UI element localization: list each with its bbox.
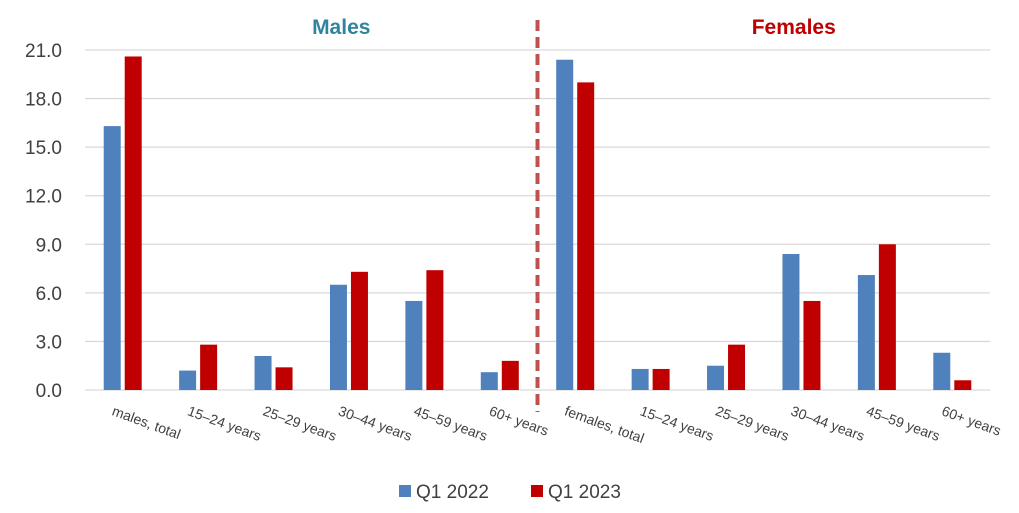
category-label: 25–29 years <box>261 403 339 444</box>
bar-q1-2023 <box>200 344 218 390</box>
bar-q1-2022 <box>933 352 951 390</box>
bar-q1-2023 <box>350 271 368 390</box>
category-label: 60+ years <box>940 403 1004 439</box>
bar-q1-2023 <box>652 368 670 390</box>
group-title: Females <box>752 16 836 39</box>
y-tick-label: 0.0 <box>36 381 62 402</box>
bar-q1-2022 <box>782 254 800 390</box>
bar-q1-2022 <box>480 372 498 390</box>
category-label: 60+ years <box>487 403 551 439</box>
gridlines <box>85 49 990 391</box>
category-label: 15–24 years <box>186 403 264 444</box>
legend-label: Q1 2023 <box>548 482 621 503</box>
category-label: 15–24 years <box>638 403 716 444</box>
bar-q1-2022 <box>556 59 574 390</box>
bar-q1-2023 <box>803 300 821 390</box>
y-tick-label: 15.0 <box>25 138 62 159</box>
bar-q1-2023 <box>426 270 444 390</box>
group-title: Males <box>312 16 370 39</box>
bar-q1-2023 <box>275 367 293 390</box>
bar-q1-2022 <box>405 300 423 390</box>
y-tick-label: 18.0 <box>25 90 62 111</box>
legend: Q1 2022 Q1 2023 <box>399 482 621 503</box>
bar-q1-2022 <box>254 356 272 390</box>
legend-label: Q1 2022 <box>416 482 489 503</box>
bar-q1-2022 <box>329 284 347 390</box>
category-label: males, total <box>110 403 183 443</box>
bar-q1-2022 <box>857 275 875 390</box>
y-axis-tick-labels: 0.0 3.0 6.0 9.0 12.0 15.0 18.0 21.0 <box>25 41 62 402</box>
y-tick-label: 6.0 <box>36 284 62 305</box>
category-label: 45–59 years <box>864 403 942 444</box>
group-titles: Males Females <box>312 16 836 39</box>
bar-q1-2022 <box>103 126 121 390</box>
bar-q1-2022 <box>179 370 197 390</box>
bars <box>103 56 972 390</box>
bar-q1-2023 <box>124 56 142 390</box>
bar-q1-2023 <box>954 380 972 390</box>
bar-q1-2023 <box>501 360 519 390</box>
category-label: 25–29 years <box>713 403 791 444</box>
category-label: 30–44 years <box>789 403 867 444</box>
y-tick-label: 9.0 <box>36 235 62 256</box>
legend-swatch <box>399 485 411 497</box>
bar-q1-2023 <box>878 244 896 390</box>
bar-q1-2023 <box>577 82 595 390</box>
y-tick-label: 21.0 <box>25 41 62 62</box>
y-tick-label: 3.0 <box>36 332 62 353</box>
y-tick-label: 12.0 <box>25 187 62 208</box>
category-label: 30–44 years <box>336 403 414 444</box>
bar-q1-2022 <box>631 368 649 390</box>
bar-q1-2023 <box>728 344 746 390</box>
legend-swatch <box>531 485 543 497</box>
bar-q1-2022 <box>707 365 725 390</box>
category-label: 45–59 years <box>412 403 490 444</box>
category-label: females, total <box>563 403 647 447</box>
